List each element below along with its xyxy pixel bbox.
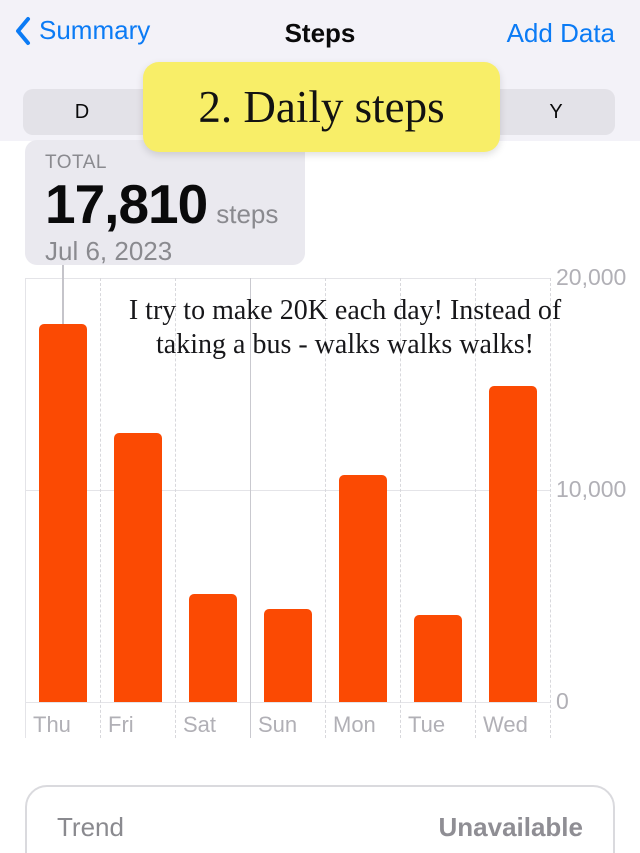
x-axis-label-sat: Sat <box>183 712 217 737</box>
navigation-bar: Summary Steps Add Data <box>0 0 640 62</box>
x-axis-label-mon: Mon <box>333 712 376 737</box>
gridline-0 <box>25 702 550 703</box>
segment-year[interactable]: Y <box>549 100 563 123</box>
selected-bar-callout-line <box>61 265 64 325</box>
total-label: TOTAL <box>45 152 107 173</box>
bar-sun[interactable] <box>263 608 312 702</box>
trend-label: Trend <box>57 812 124 842</box>
back-button-label: Summary <box>39 15 151 45</box>
day-boundary-line <box>325 278 326 738</box>
bar-thu[interactable] <box>38 324 87 702</box>
bar-fri[interactable] <box>113 432 162 702</box>
x-axis-label-sun: Sun <box>258 712 298 737</box>
day-boundary-line <box>400 278 401 738</box>
day-boundary-line <box>175 278 176 738</box>
total-main-row: 17,810 steps <box>45 174 305 234</box>
day-boundary-line <box>25 278 26 738</box>
x-axis-label-fri: Fri <box>108 712 134 737</box>
bar-wed[interactable] <box>488 386 537 702</box>
annotation-sticker: 2. Daily steps <box>143 62 500 152</box>
back-button[interactable]: Summary <box>14 15 150 46</box>
bar-sat[interactable] <box>188 593 237 702</box>
day-boundary-line <box>100 278 101 738</box>
bar-tue[interactable] <box>413 615 462 702</box>
segment-day[interactable]: D <box>74 100 90 123</box>
x-axis-label-wed: Wed <box>483 712 528 737</box>
trend-row: Trend Unavailable <box>25 785 615 853</box>
y-axis-label-20000: 20,000 <box>556 263 627 290</box>
trend-value: Unavailable <box>438 812 583 842</box>
selected-day-summary: TOTAL 17,810 steps Jul 6, 2023 <box>25 140 305 266</box>
bar-mon[interactable] <box>338 475 387 702</box>
total-unit: steps <box>216 199 279 229</box>
day-boundary-line <box>475 278 476 738</box>
chevron-left-icon <box>16 16 30 45</box>
y-axis-label-10000: 10,000 <box>556 475 627 502</box>
x-axis-label-thu: Thu <box>33 712 71 737</box>
steps-chart: 0 10,000 20,000 Thu Fri Sat Sun Mon Tue Wed <box>0 263 640 745</box>
day-boundary-line <box>550 278 551 738</box>
day-boundary-line <box>250 278 251 738</box>
gridline-20000 <box>25 278 550 279</box>
total-value: 17,810 <box>45 173 208 235</box>
total-date: Jul 6, 2023 <box>45 236 173 266</box>
x-axis-label-tue: Tue <box>408 712 446 737</box>
gridline-10000 <box>25 490 550 491</box>
y-axis-label-0: 0 <box>556 687 569 714</box>
add-data-button[interactable]: Add Data <box>506 18 615 48</box>
